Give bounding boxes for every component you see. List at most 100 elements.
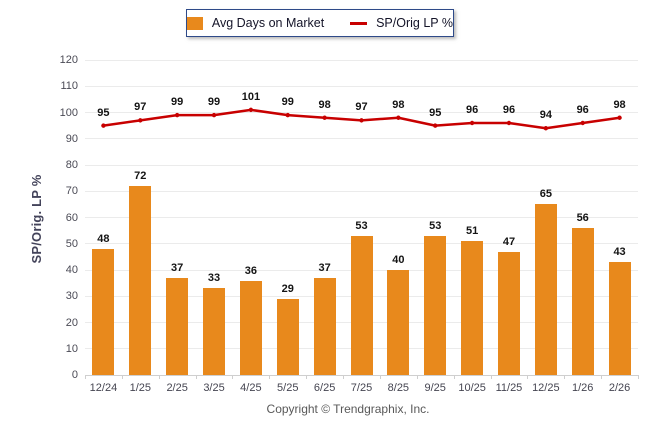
bar	[571, 228, 594, 375]
x-axis-tick	[306, 375, 308, 379]
line-point	[580, 120, 585, 126]
line-value-label: 95	[97, 106, 110, 119]
bar-series-legend-label: Avg Days on Market	[211, 16, 325, 30]
line-series-legend-label: SP/Orig LP %	[376, 16, 453, 30]
bar	[92, 249, 115, 375]
x-tick-label: 5/25	[277, 382, 299, 394]
x-axis-tick	[343, 375, 345, 379]
line-point	[617, 115, 622, 120]
line-point	[433, 123, 438, 128]
bar-value-label: 48	[97, 233, 110, 245]
bar	[276, 298, 299, 375]
x-tick-label: 1/26	[571, 382, 594, 394]
x-tick-label: 10/25	[458, 382, 486, 394]
x-tick-label: 3/25	[203, 382, 225, 394]
bar	[129, 186, 152, 375]
bar-value-label: 37	[318, 261, 331, 274]
y-tick-label: 110	[60, 80, 78, 93]
gridline	[85, 59, 638, 61]
line-value-label: 98	[318, 98, 331, 111]
x-axis-tick	[195, 375, 197, 379]
copyright-text: Copyright © Trendgraphix, Inc.	[266, 402, 430, 416]
line-value-label: 97	[134, 101, 147, 114]
gridline	[85, 138, 638, 140]
line-value-label: 96	[502, 104, 516, 116]
bar-value-label: 43	[613, 246, 626, 259]
x-tick-label: 4/25	[240, 382, 262, 394]
x-tick-label: 8/25	[387, 382, 410, 394]
bar-value-label: 53	[429, 219, 442, 232]
x-axis-tick	[490, 375, 492, 379]
x-axis-line	[85, 374, 638, 376]
bar	[313, 277, 336, 375]
x-axis-tick	[564, 375, 566, 379]
x-tick-label: 2/25	[166, 382, 188, 394]
bar-value-label: 33	[207, 272, 221, 285]
x-axis-tick	[416, 375, 418, 379]
bar-value-label: 56	[576, 212, 589, 224]
bar-series-swatch-icon	[187, 16, 203, 30]
bar-value-label: 47	[502, 235, 516, 248]
bar	[350, 235, 373, 375]
y-tick-label: 0	[71, 369, 78, 381]
x-tick-label: 11/25	[495, 382, 523, 394]
x-axis-tick	[527, 375, 529, 379]
x-axis-tick	[601, 375, 603, 379]
x-axis-tick	[158, 375, 160, 379]
bar	[203, 288, 226, 375]
x-tick-label: 7/25	[350, 382, 373, 394]
y-tick-label: 80	[65, 159, 78, 171]
y-tick-label: 20	[65, 316, 78, 329]
gridline	[85, 217, 638, 218]
bar	[497, 251, 520, 375]
line-point	[101, 123, 106, 128]
bar-value-label: 36	[244, 264, 258, 277]
bar	[461, 241, 484, 375]
line-point	[322, 115, 327, 120]
line-value-label: 99	[171, 96, 184, 109]
line-point	[211, 112, 217, 118]
x-axis-tick	[232, 375, 234, 379]
line-value-label: 95	[429, 106, 442, 119]
y-tick-label: 70	[65, 185, 78, 198]
gridline	[85, 164, 638, 166]
line-value-label: 99	[207, 96, 221, 109]
line-value-label: 96	[465, 104, 479, 116]
y-tick-label: 100	[59, 106, 78, 119]
bar-value-label: 65	[539, 188, 552, 201]
y-tick-label: 40	[65, 264, 78, 276]
y-tick-label: 120	[59, 54, 78, 66]
line-value-label: 98	[613, 98, 626, 111]
x-tick-label: 12/25	[532, 382, 560, 394]
line-point	[396, 115, 401, 120]
gridline	[85, 85, 638, 87]
line-value-label: 98	[392, 98, 405, 111]
bar	[608, 262, 631, 375]
line-point	[469, 120, 475, 126]
bar-value-label: 37	[171, 261, 184, 274]
line-value-label: 94	[539, 109, 552, 122]
y-tick-label: 10	[65, 342, 78, 355]
x-axis-tick	[638, 375, 639, 379]
y-tick-label: 50	[65, 237, 78, 250]
line-point	[174, 112, 180, 118]
bar-value-label: 53	[355, 219, 368, 232]
x-axis-tick	[453, 375, 455, 379]
bar	[166, 277, 189, 375]
line-series-swatch-icon	[350, 21, 368, 25]
x-axis-tick	[121, 375, 123, 379]
x-axis-tick	[379, 375, 381, 379]
line-value-label: 97	[355, 101, 368, 114]
x-tick-label: 9/25	[424, 382, 446, 394]
bar	[424, 235, 447, 375]
y-tick-label: 60	[65, 211, 78, 224]
bar-value-label: 51	[465, 225, 479, 238]
y-tick-label: 90	[65, 132, 78, 145]
x-tick-label: 1/25	[129, 382, 151, 394]
bar	[534, 204, 557, 375]
bar-value-label: 72	[134, 170, 147, 182]
line-point	[359, 118, 364, 123]
x-axis-tick	[269, 375, 271, 379]
line-point	[285, 112, 290, 118]
